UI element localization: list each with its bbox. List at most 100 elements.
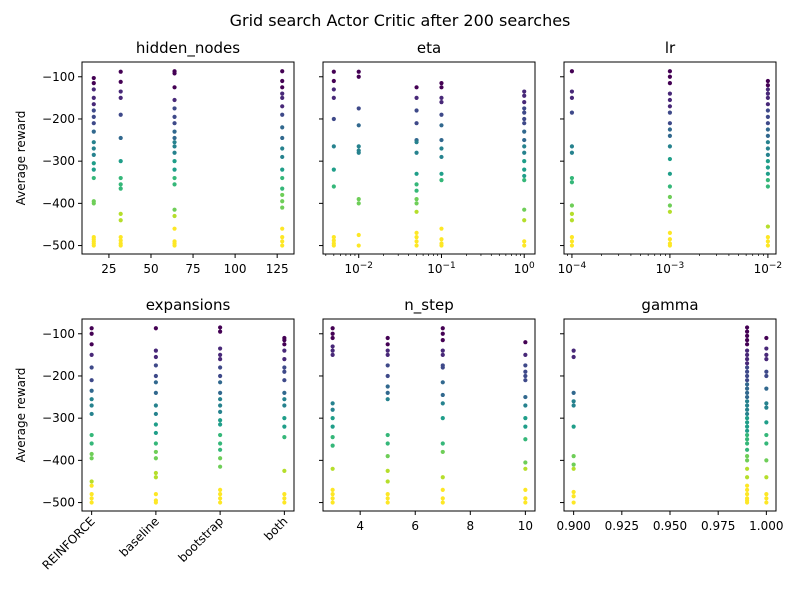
data-point (522, 178, 527, 183)
data-point (440, 449, 445, 455)
x-tick-label: 10−4 (558, 261, 587, 276)
data-point (280, 112, 285, 117)
data-point (523, 352, 528, 357)
data-point (172, 167, 177, 172)
data-point (89, 342, 94, 347)
data-point (218, 487, 223, 492)
data-point (91, 152, 96, 157)
data-point (667, 69, 673, 74)
data-point (439, 85, 444, 90)
data-point (153, 403, 158, 408)
data-point (330, 344, 335, 349)
data-point (744, 369, 750, 374)
data-point (89, 451, 94, 457)
data-point (571, 348, 576, 353)
data-point (440, 487, 445, 492)
data-point (523, 416, 528, 421)
data-point (667, 74, 673, 79)
data-point (91, 108, 96, 113)
data-point (667, 171, 673, 176)
data-point (331, 235, 336, 240)
y-tick-label: −100 (42, 327, 75, 341)
data-point (282, 369, 287, 374)
data-point (744, 361, 750, 366)
data-point (569, 203, 575, 208)
data-point (218, 464, 223, 469)
data-point (385, 454, 390, 459)
data-point (765, 108, 770, 113)
data-point (118, 182, 123, 187)
data-point (172, 85, 177, 90)
data-point (523, 394, 528, 400)
data-point (667, 203, 673, 208)
data-point (91, 102, 96, 107)
x-tick-label: 10−3 (656, 261, 685, 276)
data-point (744, 329, 750, 334)
data-point (440, 392, 445, 398)
axes-frame (322, 61, 536, 255)
data-point (765, 121, 770, 126)
data-point (89, 378, 94, 383)
data-point (89, 479, 94, 484)
data-point (414, 85, 419, 90)
data-point (89, 441, 94, 446)
data-point (89, 331, 94, 336)
data-point (522, 99, 527, 105)
x-tick-label: 100 (224, 262, 247, 276)
x-tick-label: 10 (518, 519, 533, 533)
data-point (280, 135, 285, 141)
data-point (569, 243, 575, 248)
data-point (765, 83, 770, 88)
data-point (764, 458, 769, 463)
data-point (522, 207, 527, 212)
data-point (153, 363, 158, 368)
data-point (744, 333, 750, 338)
data-point (522, 173, 527, 179)
data-point (414, 209, 419, 214)
data-point (765, 78, 770, 84)
data-point (91, 175, 96, 181)
data-point (356, 144, 361, 149)
y-axis-label: Average reward (14, 111, 28, 206)
data-point (172, 97, 177, 103)
data-point (282, 378, 287, 383)
data-point (91, 121, 96, 126)
x-tick-label: 75 (185, 262, 200, 276)
data-point (765, 171, 770, 176)
data-point (385, 384, 390, 389)
data-point (765, 235, 770, 240)
subplot-title: gamma (641, 296, 698, 314)
data-point (765, 239, 770, 244)
data-point (118, 235, 123, 240)
data-point (764, 500, 769, 505)
data-point (153, 411, 158, 417)
data-point (282, 492, 287, 497)
data-point (571, 466, 576, 471)
data-point (280, 85, 285, 90)
data-point (282, 365, 287, 370)
data-point (569, 69, 575, 74)
data-point (280, 69, 285, 74)
data-point (414, 188, 419, 193)
data-point (439, 154, 444, 160)
data-point (330, 435, 335, 440)
data-point (282, 496, 287, 501)
data-point (172, 213, 177, 219)
data-point (667, 237, 673, 242)
data-point (440, 441, 445, 446)
data-point (153, 354, 158, 360)
data-point (439, 112, 444, 117)
data-point (385, 492, 390, 497)
data-point (330, 492, 335, 497)
data-point (765, 184, 770, 189)
data-point (172, 226, 177, 231)
data-point (439, 178, 444, 183)
data-point (385, 335, 390, 341)
data-point (765, 133, 770, 138)
data-point (522, 137, 527, 143)
data-point (569, 150, 575, 155)
subplot-lr: lr 10−4 10−3 10−2 (558, 39, 783, 276)
subplot-title: expansions (146, 296, 231, 314)
data-point (385, 373, 390, 379)
